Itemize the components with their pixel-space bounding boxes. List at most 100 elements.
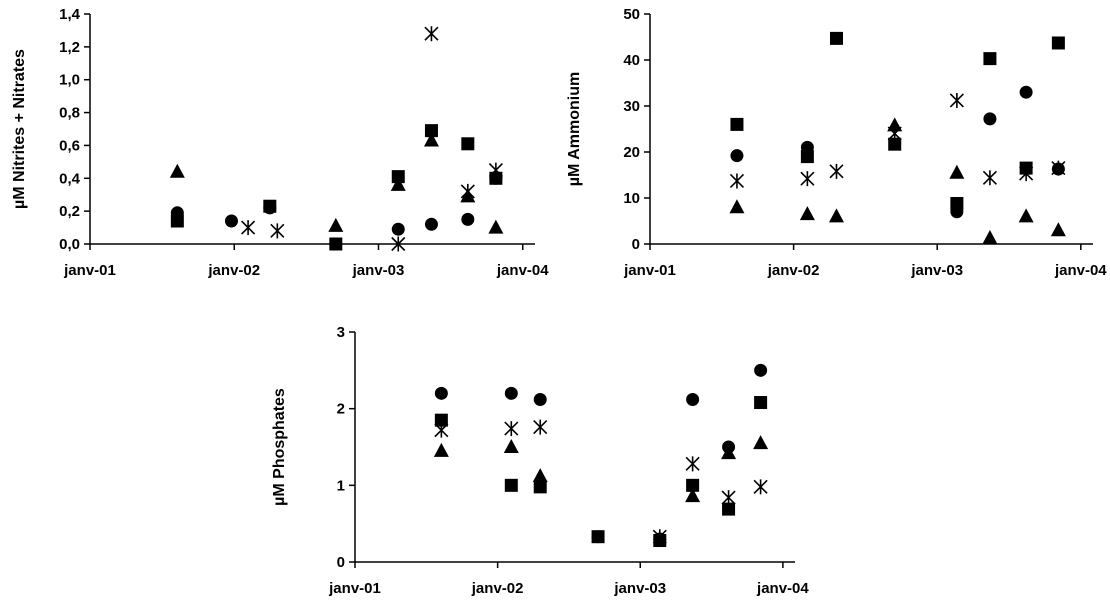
x-tick-label: janv-03: [613, 580, 666, 597]
data-point-circle: [424, 217, 438, 231]
data-point-asterisk: [270, 223, 285, 239]
data-point-asterisk: [800, 171, 815, 187]
data-point-square: [950, 197, 964, 211]
data-point-circle: [983, 112, 997, 126]
y-tick-label: 40: [623, 52, 640, 69]
y-tick-label: 0: [337, 554, 345, 571]
y-tick-label: 0,0: [59, 236, 80, 253]
series-triangle: [169, 132, 504, 234]
y-tick-label: 20: [623, 144, 640, 161]
data-point-square: [461, 137, 475, 151]
data-point-square: [391, 170, 405, 184]
data-point-square: [533, 480, 547, 494]
data-point-square: [800, 150, 814, 164]
chart-nitrites-nitrates-svg: 0,0 0,2 0,4 0,6 0,8 1,0 1,2 1,4 janv-01 janv-02 ja…: [11, 6, 549, 279]
x-tick-label: janv-04: [1054, 262, 1107, 279]
series-square: [170, 124, 503, 251]
data-point-triangle: [532, 468, 548, 483]
data-point-square: [1051, 36, 1065, 50]
x-tick-label: janv-02: [471, 580, 524, 597]
data-point-square: [424, 124, 438, 138]
data-point-triangle: [503, 439, 519, 453]
series-triangle: [433, 435, 769, 503]
data-point-asterisk: [504, 421, 519, 437]
y-tick-label: 0,2: [59, 203, 80, 220]
series-asterisk: [729, 92, 1066, 189]
data-point-asterisk: [460, 183, 475, 199]
data-point-asterisk: [949, 92, 964, 108]
series-circle: [730, 85, 1065, 219]
x-tick-label: janv-04: [496, 262, 549, 279]
y-axis-title: µM Ammonium: [566, 72, 583, 186]
data-point-triangle: [982, 230, 998, 245]
series-triangle: [729, 117, 1066, 245]
y-tick-label: 0,6: [59, 137, 80, 154]
series-asterisk: [434, 419, 768, 545]
y-tick-label: 0,4: [59, 170, 81, 187]
y-tick-label: 10: [623, 190, 640, 207]
y-tick-label: 0: [632, 236, 640, 253]
data-point-asterisk: [488, 162, 503, 178]
data-point-triangle: [488, 219, 504, 234]
data-point-triangle: [949, 164, 965, 179]
series-asterisk: [241, 26, 503, 252]
data-point-asterisk: [391, 236, 406, 252]
x-tick-label: janv-04: [756, 580, 809, 597]
x-tick-label: janv-02: [767, 262, 820, 279]
data-point-triangle: [729, 199, 745, 214]
data-point-asterisk: [1051, 160, 1066, 176]
data-point-asterisk: [241, 220, 256, 236]
data-point-triangle: [753, 435, 769, 450]
data-point-square: [730, 117, 744, 131]
data-point-asterisk: [685, 456, 700, 472]
data-point-asterisk: [887, 126, 902, 142]
y-tick-label: 50: [623, 6, 640, 23]
data-point-circle: [686, 392, 700, 406]
chart-ammonium: 0 10 20 30 40 50 janv-01 janv-02 janv-03 janv-04 µ…: [555, 0, 1110, 290]
data-point-triangle: [799, 206, 815, 221]
data-point-square: [170, 214, 184, 228]
chart-phosphates-svg: 0 1 2 3 janv-01 janv-02 janv-03 janv-04 µM Phosp…: [271, 324, 809, 597]
data-point-square: [434, 413, 448, 427]
data-point-square: [263, 199, 277, 213]
data-point-circle: [504, 386, 518, 400]
y-tick-label: 1: [337, 477, 345, 494]
data-point-square: [489, 171, 503, 185]
data-point-triangle: [721, 445, 737, 460]
data-point-triangle: [828, 208, 844, 223]
y-tick-label: 1,0: [59, 72, 80, 89]
data-point-triangle: [1050, 222, 1066, 237]
data-point-square: [888, 137, 902, 151]
data-point-circle: [730, 149, 744, 163]
data-point-square: [686, 478, 700, 492]
data-point-triangle: [433, 442, 449, 457]
chart-phosphates: 0 1 2 3 janv-01 janv-02 janv-03 janv-04 µM Phosp…: [260, 320, 820, 607]
data-point-circle: [533, 392, 547, 406]
chart-ammonium-svg: 0 10 20 30 40 50 janv-01 janv-02 janv-03 janv-04 µ…: [566, 6, 1107, 279]
data-point-circle: [754, 363, 768, 377]
data-point-triangle: [685, 488, 701, 503]
data-point-triangle: [328, 217, 344, 232]
data-point-circle: [434, 386, 448, 400]
x-tick-label: janv-03: [352, 262, 405, 279]
data-point-square: [329, 237, 343, 251]
x-tick-label: janv-01: [328, 580, 381, 597]
x-tick-label: janv-01: [63, 262, 116, 279]
data-point-asterisk: [1019, 166, 1034, 182]
data-point-circle: [391, 222, 405, 236]
y-axis-title: µM Nitrites + Nitrates: [11, 49, 28, 209]
y-axis-title: µM Phosphates: [271, 388, 288, 506]
x-tick-label: janv-02: [207, 262, 260, 279]
data-point-triangle: [1018, 208, 1034, 223]
chart-nitrites-nitrates: 0,0 0,2 0,4 0,6 0,8 1,0 1,2 1,4 janv-01 janv-02 ja…: [0, 0, 555, 290]
data-point-asterisk: [753, 479, 768, 495]
data-point-asterisk: [434, 422, 449, 438]
data-point-triangle: [390, 176, 406, 191]
data-point-square: [722, 502, 736, 516]
series-circle: [434, 363, 768, 546]
y-tick-label: 2: [337, 401, 345, 418]
data-point-triangle: [169, 163, 185, 178]
y-tick-label: 30: [623, 98, 640, 115]
x-tick-label: janv-03: [910, 262, 963, 279]
data-point-circle: [461, 212, 475, 226]
